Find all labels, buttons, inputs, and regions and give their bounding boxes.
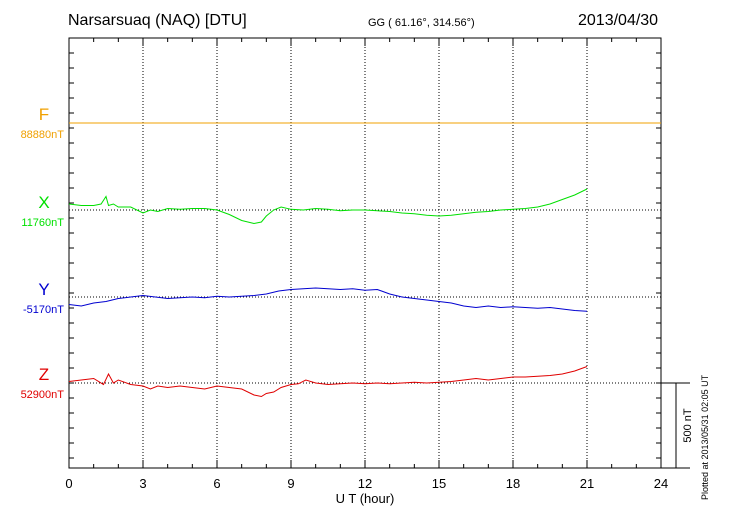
x-tick-label: 3 xyxy=(139,476,146,491)
geographic-coordinates: GG ( 61.16°, 314.56°) xyxy=(368,17,475,29)
x-tick-label: 18 xyxy=(506,476,520,491)
x-axis-title: U T (hour) xyxy=(336,491,395,506)
component-label-z: Z xyxy=(39,365,49,384)
scale-bar-label: 500 nT xyxy=(682,408,694,443)
component-label-x: X xyxy=(38,193,49,212)
x-tick-label: 0 xyxy=(65,476,72,491)
baseline-value-z: 52900nT xyxy=(21,389,65,401)
x-tick-label: 12 xyxy=(358,476,372,491)
series-line-y xyxy=(68,287,588,312)
component-label-y: Y xyxy=(38,280,49,299)
x-tick-label: 6 xyxy=(213,476,220,491)
date-label: 2013/04/30 xyxy=(578,12,659,29)
series-line-z xyxy=(68,366,588,398)
station-title: Narsarsuaq (NAQ) [DTU] xyxy=(68,12,247,29)
component-label-f: F xyxy=(39,105,49,124)
x-tick-label: 24 xyxy=(654,476,668,491)
x-tick-label: 21 xyxy=(580,476,594,491)
baseline-value-x: 11760nT xyxy=(21,217,64,229)
baseline-value-f: 88880nT xyxy=(21,129,65,141)
plot-frame xyxy=(68,37,662,469)
x-tick-label: 15 xyxy=(432,476,446,491)
baseline-value-y: -5170nT xyxy=(23,304,64,316)
series-line-x xyxy=(68,188,588,225)
x-tick-label: 9 xyxy=(287,476,294,491)
